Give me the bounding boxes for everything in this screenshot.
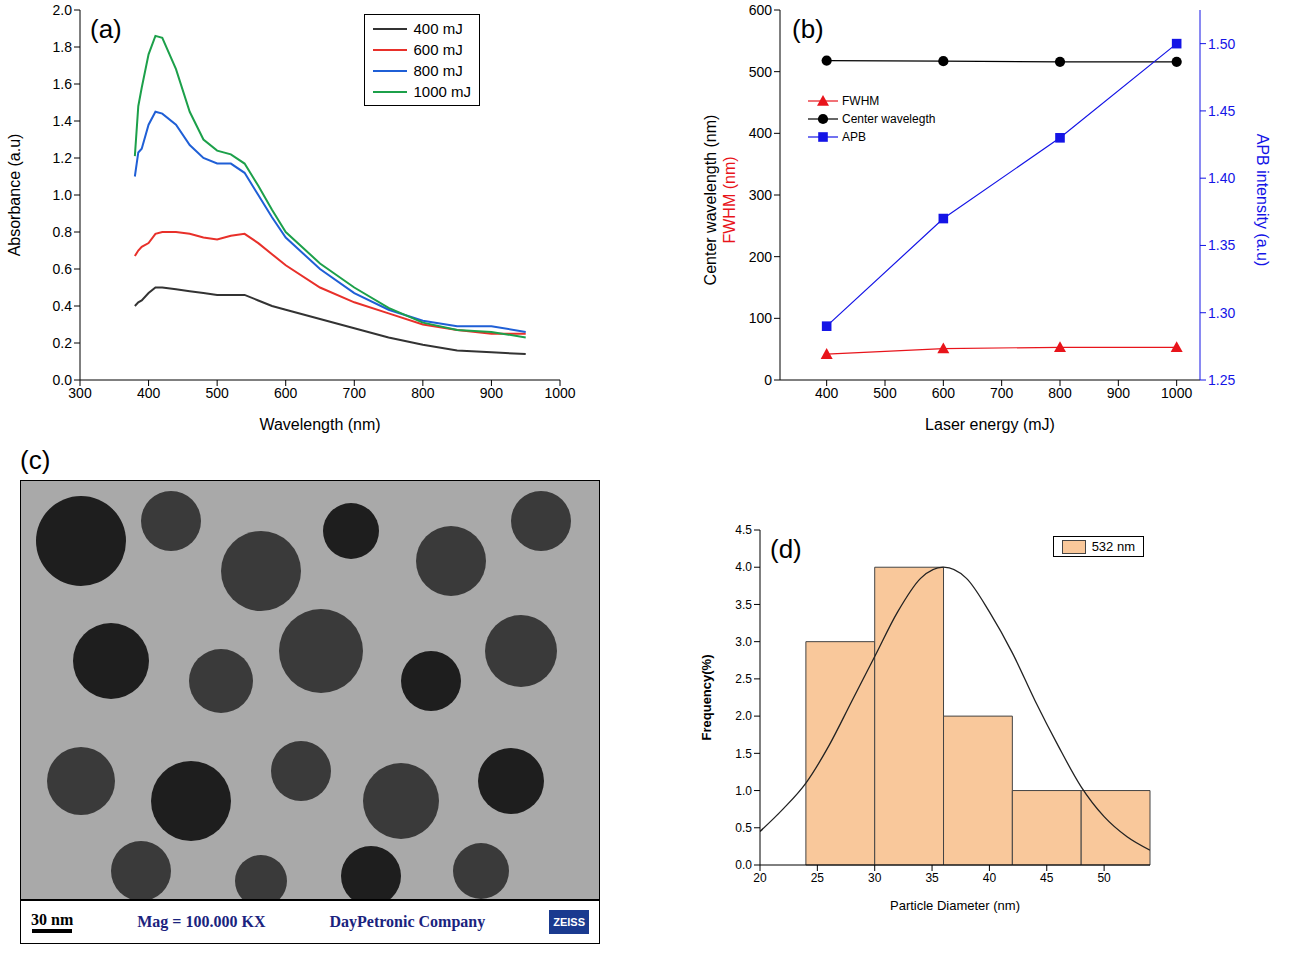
svg-text:1.25: 1.25 (1208, 372, 1235, 388)
svg-text:1.45: 1.45 (1208, 103, 1235, 119)
html-text:DayPetronic Company: DayPetronic Company (329, 913, 486, 930)
svg-text:35: 35 (925, 871, 939, 885)
svg-text:4.0: 4.0 (735, 560, 752, 574)
html-text:1000 mJ: 1000 mJ (413, 83, 471, 100)
html-text:Center wavelength (nm): Center wavelength (nm) (702, 114, 719, 286)
svg-text:4.5: 4.5 (735, 523, 752, 537)
svg-text:300: 300 (749, 187, 773, 203)
svg-text:1.2: 1.2 (53, 150, 73, 166)
svg-text:Particle Diameter (nm): Particle Diameter (nm) (890, 898, 1020, 913)
html-text:30 nm: 30 nm (31, 911, 74, 928)
svg-text:2.5: 2.5 (735, 672, 752, 686)
html-text:800 mJ: 800 mJ (413, 62, 463, 79)
svg-text:1.30: 1.30 (1208, 305, 1235, 321)
svg-text:400: 400 (137, 385, 161, 401)
svg-text:500: 500 (873, 385, 897, 401)
svg-text:45: 45 (1040, 871, 1054, 885)
svg-text:0.8: 0.8 (53, 224, 73, 240)
svg-text:0.6: 0.6 (53, 261, 73, 277)
svg-text:0.5: 0.5 (735, 821, 752, 835)
svg-text:500: 500 (205, 385, 229, 401)
svg-text:900: 900 (480, 385, 504, 401)
svg-text:1.8: 1.8 (53, 39, 73, 55)
svg-text:1000: 1000 (1161, 385, 1192, 401)
svg-text:600: 600 (749, 2, 773, 18)
html-text:APB intensity (a.u): APB intensity (a.u) (1254, 133, 1271, 267)
svg-text:3.5: 3.5 (735, 598, 752, 612)
svg-text:600: 600 (932, 385, 956, 401)
svg-text:1000: 1000 (544, 385, 575, 401)
svg-text:Absorbance (a.u): Absorbance (a.u) (6, 134, 23, 257)
svg-text:Frequency(%): Frequency(%) (699, 655, 714, 741)
svg-text:50: 50 (1097, 871, 1111, 885)
svg-text:400: 400 (815, 385, 839, 401)
html-text:Mag = 100.000 KX: Mag = 100.000 KX (137, 913, 266, 930)
svg-text:800: 800 (1048, 385, 1072, 401)
html-text:FWHM: FWHM (842, 94, 880, 108)
svg-text:0.2: 0.2 (53, 335, 73, 351)
svg-text:2.0: 2.0 (53, 2, 73, 18)
svg-text:900: 900 (1107, 385, 1131, 401)
html-text:APB: APB (842, 130, 866, 144)
html-text:(b): (b) (792, 14, 824, 44)
svg-text:300: 300 (68, 384, 92, 401)
svg-text:100: 100 (749, 310, 773, 326)
svg-text:20: 20 (753, 871, 767, 885)
html-text:ZEISS: ZEISS (553, 916, 585, 928)
svg-text:400: 400 (749, 125, 773, 141)
svg-text:600: 600 (274, 385, 298, 401)
svg-text:0: 0 (764, 372, 772, 388)
svg-text:0.0: 0.0 (735, 858, 752, 872)
svg-text:1.35: 1.35 (1208, 237, 1235, 253)
svg-text:1.0: 1.0 (735, 784, 752, 798)
svg-text:Wavelength (nm): Wavelength (nm) (259, 416, 380, 433)
svg-text:3.0: 3.0 (735, 635, 752, 649)
svg-text:Laser energy (mJ): Laser energy (mJ) (925, 416, 1055, 433)
svg-text:0.4: 0.4 (53, 298, 73, 314)
svg-text:500: 500 (749, 64, 773, 80)
svg-text:0.0: 0.0 (53, 372, 73, 388)
html-text:(a): (a) (90, 14, 122, 44)
svg-text:700: 700 (343, 385, 367, 401)
svg-text:200: 200 (749, 249, 773, 265)
svg-text:1.6: 1.6 (53, 76, 73, 92)
svg-text:1.4: 1.4 (53, 113, 73, 129)
svg-text:30: 30 (868, 871, 882, 885)
html-text:Center wavelegth: Center wavelegth (842, 112, 936, 126)
html-text:(d): (d) (770, 534, 802, 564)
html-text:FWHM (nm): FWHM (nm) (721, 156, 738, 244)
svg-text:1.50: 1.50 (1208, 36, 1235, 52)
html-text:532 nm: 532 nm (1091, 539, 1135, 554)
svg-text:25: 25 (811, 871, 825, 885)
svg-text:1.0: 1.0 (53, 187, 73, 203)
html-text:(c): (c) (20, 445, 51, 475)
html-text:600 mJ: 600 mJ (413, 41, 463, 58)
svg-text:40: 40 (983, 871, 997, 885)
svg-text:1.5: 1.5 (735, 747, 752, 761)
svg-text:2.0: 2.0 (735, 709, 752, 723)
svg-text:700: 700 (990, 385, 1014, 401)
svg-text:1.40: 1.40 (1208, 170, 1235, 186)
svg-text:800: 800 (411, 385, 435, 401)
html-text:400 mJ: 400 mJ (413, 20, 463, 37)
